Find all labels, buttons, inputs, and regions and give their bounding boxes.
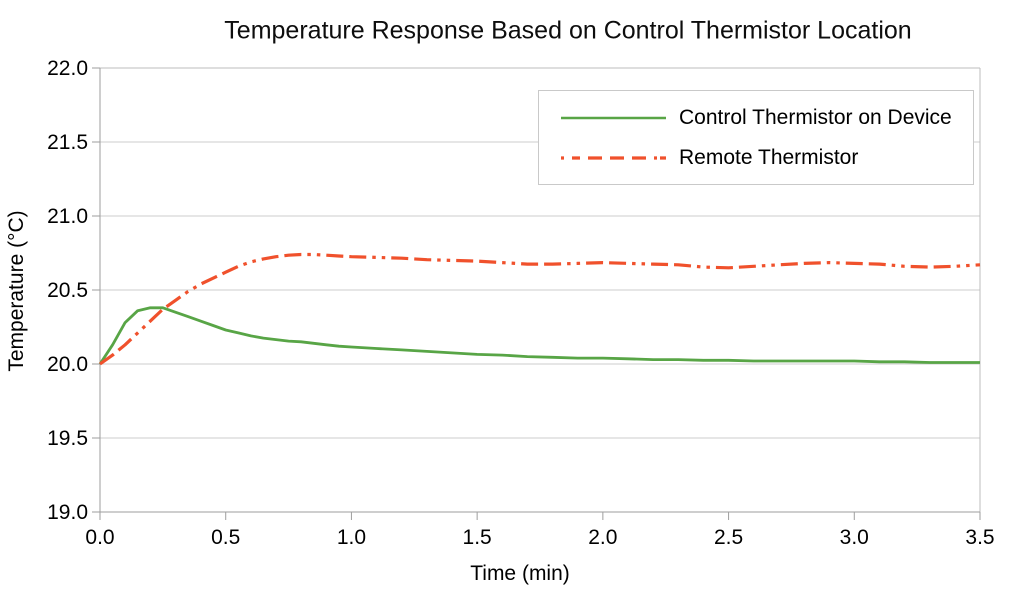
y-tick-label: 22.0 — [47, 57, 88, 80]
x-tick-label: 2.5 — [714, 526, 743, 549]
chart-title: Temperature Response Based on Control Th… — [224, 16, 912, 45]
y-axis-title: Temperature (°C) — [5, 210, 28, 372]
legend-line-sample-control — [561, 116, 666, 119]
series-line-remote — [99, 252, 981, 366]
x-tick-label: 1.0 — [337, 526, 366, 549]
series-line-control — [98, 306, 980, 365]
legend: Control Thermistor on Device Remote Ther… — [538, 90, 974, 185]
y-tick-label: 19.0 — [47, 501, 88, 524]
legend-item-remote-thermistor: Remote Thermistor — [539, 144, 973, 172]
legend-label: Control Thermistor on Device — [679, 105, 952, 129]
y-tick-label: 21.5 — [47, 131, 88, 154]
y-tick-label: 20.0 — [47, 353, 88, 376]
x-tick-label: 0.0 — [85, 526, 114, 549]
x-tick-label: 3.5 — [965, 526, 994, 549]
x-tick-label: 0.5 — [211, 526, 240, 549]
x-tick-label: 1.5 — [463, 526, 492, 549]
legend-line-sample-remote — [561, 155, 666, 160]
x-tick-label: 3.0 — [840, 526, 869, 549]
y-tick-label: 21.0 — [47, 205, 88, 228]
x-tick-label: 2.0 — [588, 526, 617, 549]
legend-item-control-thermistor: Control Thermistor on Device — [539, 104, 973, 132]
x-axis-title: Time (min) — [470, 562, 570, 585]
y-tick-label: 20.5 — [47, 279, 88, 302]
legend-label: Remote Thermistor — [679, 145, 859, 169]
y-tick-label: 19.5 — [47, 427, 88, 450]
